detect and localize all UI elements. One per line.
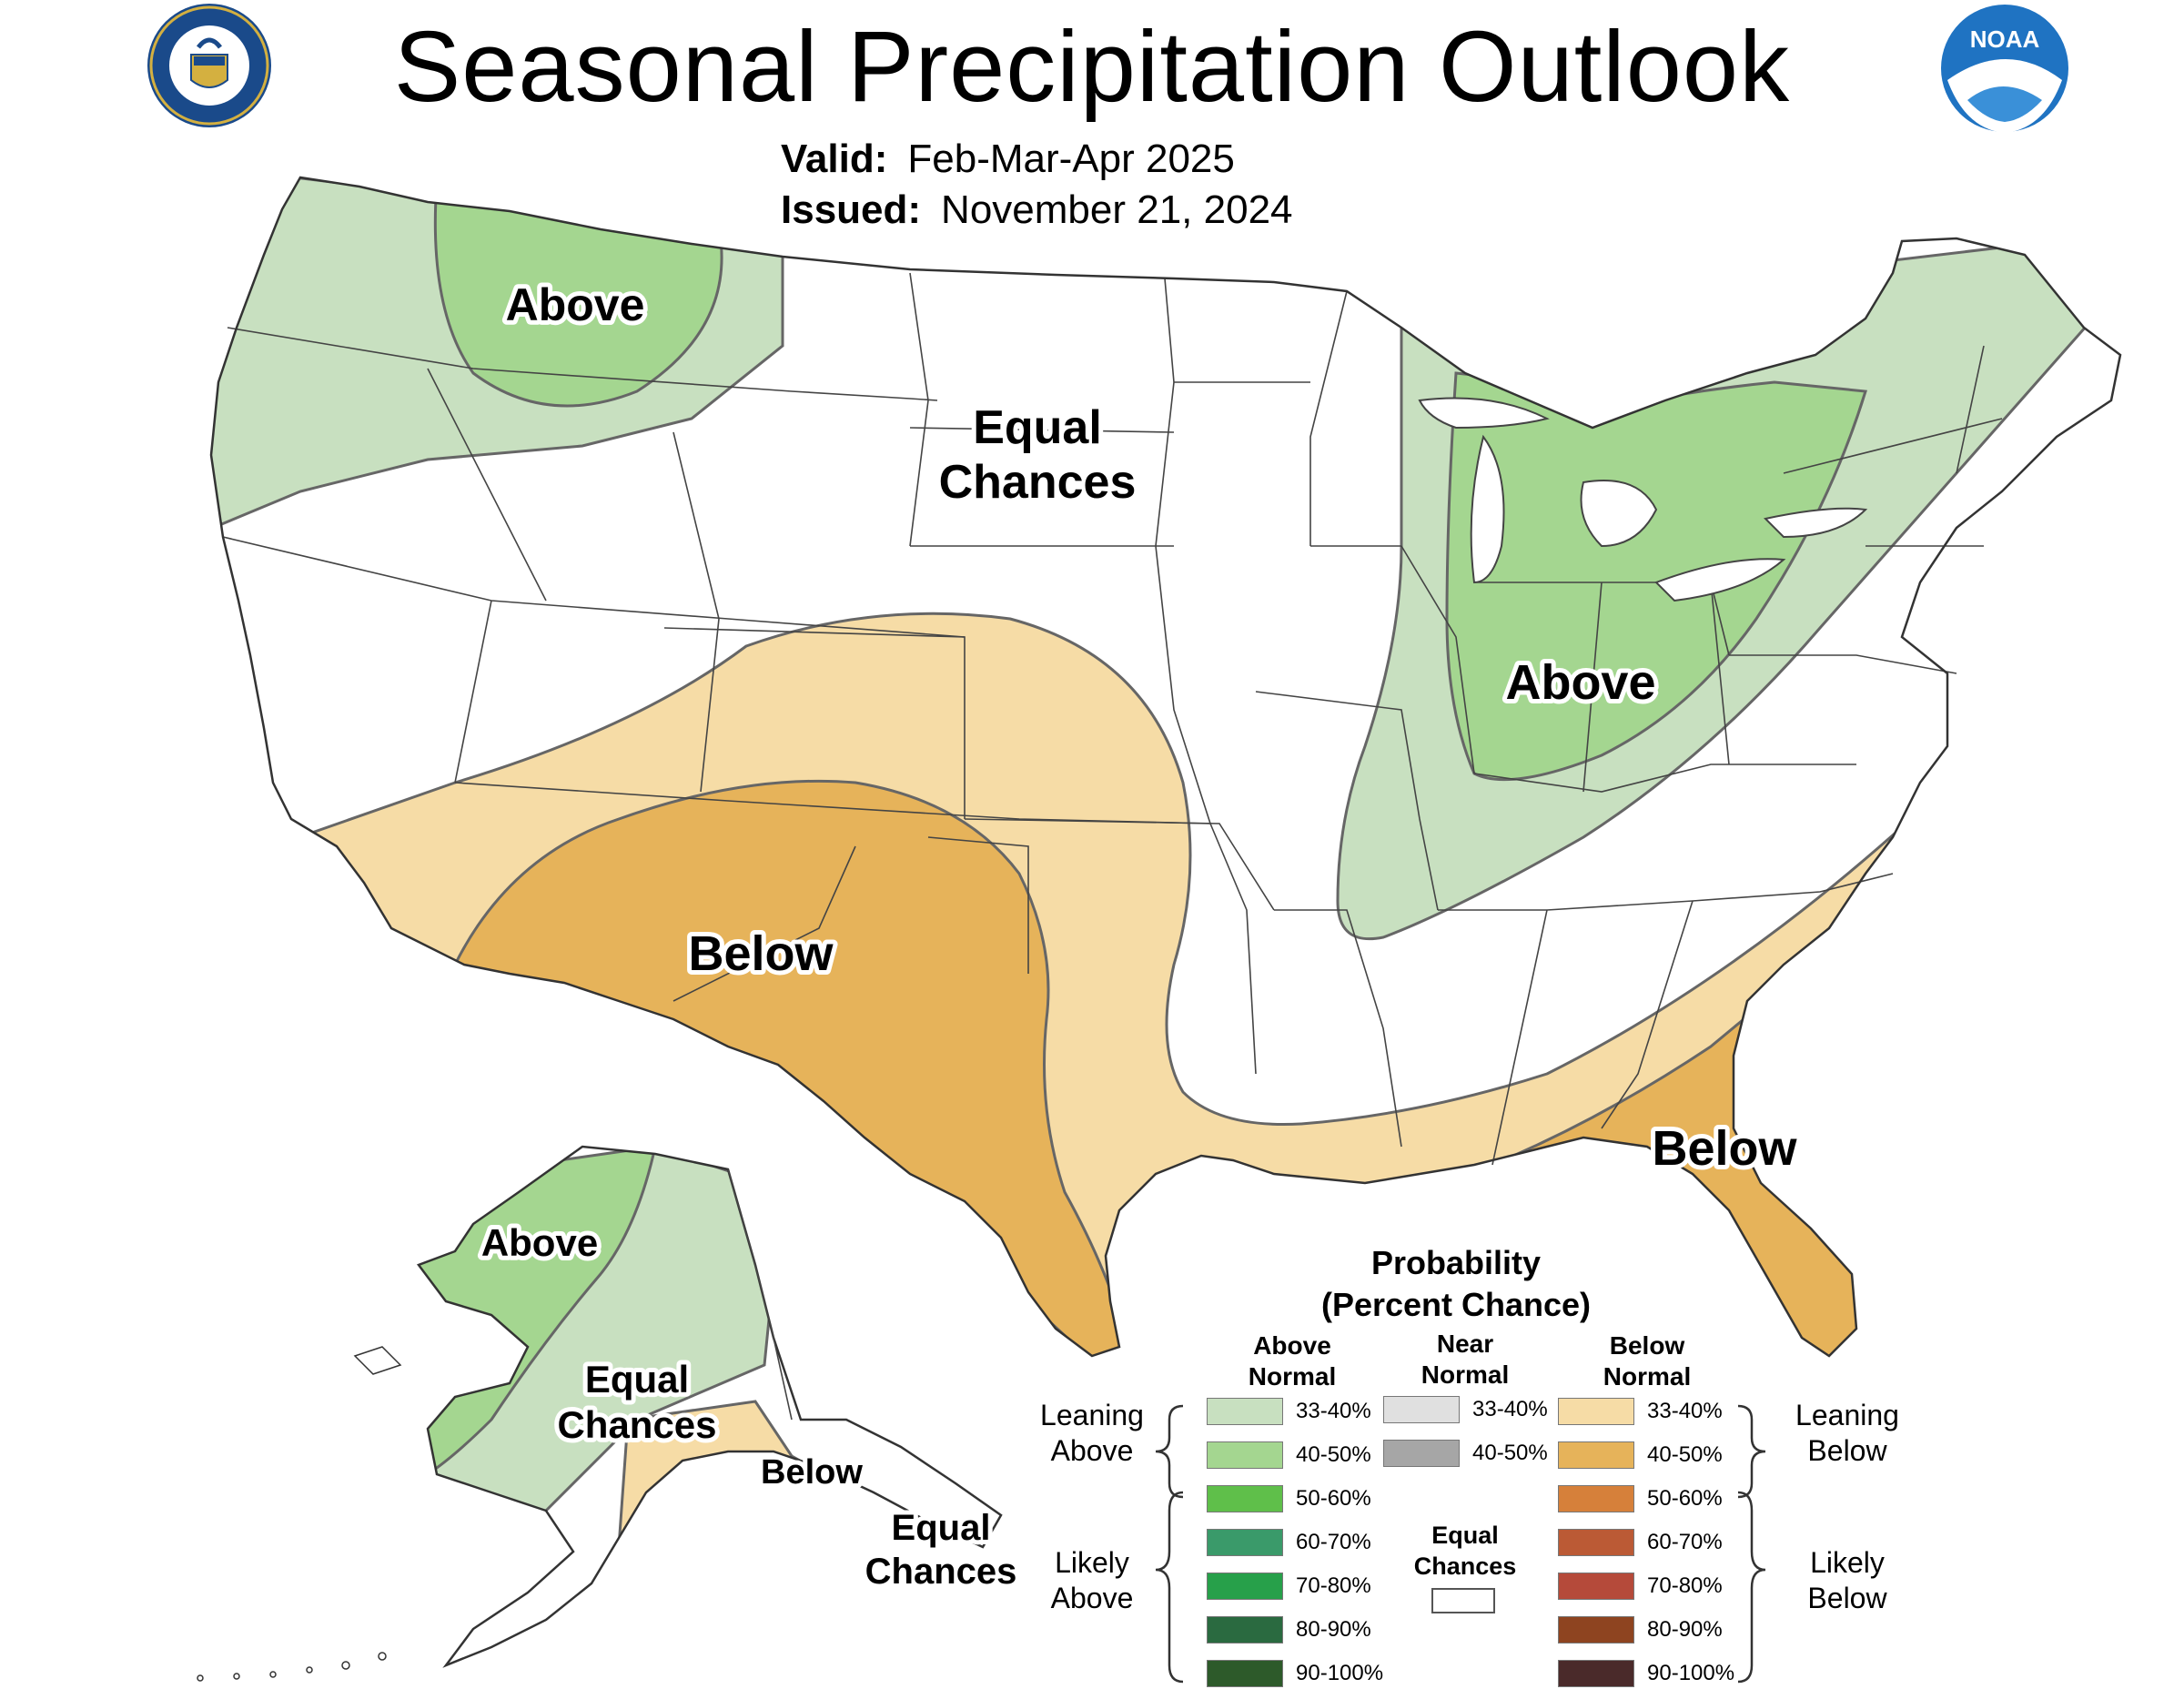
noaa-logo-text: NOAA [1970, 25, 2040, 53]
legend-below-row: 33-40% [1558, 1396, 1723, 1427]
legend-above-row: 70-80% [1207, 1571, 1371, 1602]
issued-label: Issued: [781, 187, 922, 232]
legend-above-range: 90-100% [1296, 1661, 1384, 1685]
valid-value: Feb-Mar-Apr 2025 [907, 137, 1235, 181]
equal-chances-label-1: Equal [1431, 1522, 1499, 1549]
legend-above-row: 50-60% [1207, 1483, 1371, 1514]
legend-near-swatch [1383, 1440, 1460, 1467]
label-se-below: Below [1652, 1121, 1797, 1176]
legend-below-swatch [1558, 1573, 1634, 1600]
legend-near-row: 40-50% [1383, 1438, 1548, 1469]
legend-near-swatch [1383, 1396, 1460, 1423]
commerce-seal-icon [147, 4, 271, 127]
legend-above-row: 80-90% [1207, 1614, 1371, 1645]
legend-above-swatch [1207, 1485, 1283, 1512]
legend-below-row: 90-100% [1558, 1658, 1734, 1689]
leaning-below-label-1: Leaning [1795, 1399, 1899, 1431]
label-east-above: Above [1505, 655, 1655, 710]
legend-below-row: 60-70% [1558, 1527, 1723, 1558]
label-ak-ec-1: Equal [585, 1358, 689, 1401]
legend-above-swatch [1207, 1529, 1283, 1556]
legend-head-near-1: Near [1436, 1330, 1494, 1358]
issued-value: November 21, 2024 [941, 187, 1293, 232]
legend-below-swatch [1558, 1660, 1634, 1687]
legend-title-2: (Percent Chance) [1320, 1286, 1592, 1323]
legend-head-near-2: Normal [1421, 1360, 1510, 1389]
legend-below-row: 70-80% [1558, 1571, 1723, 1602]
issued-line: Issued: November 21, 2024 [781, 187, 1293, 233]
legend-head-below-2: Normal [1603, 1362, 1692, 1391]
legend-near-row: 33-40% [1383, 1394, 1548, 1425]
legend-below-range: 40-50% [1647, 1442, 1723, 1467]
legend-above-range: 33-40% [1296, 1399, 1371, 1423]
legend-above-swatch [1207, 1573, 1283, 1600]
label-ak-below: Below [761, 1453, 863, 1492]
legend-title-1: Probability [1370, 1244, 1542, 1281]
label-ak-above: Above [481, 1221, 598, 1264]
label-ak-ec2-2: Chances [865, 1552, 1017, 1592]
equal-chances-label-2: Chances [1413, 1552, 1517, 1580]
legend-above-row: 90-100% [1207, 1658, 1383, 1689]
leaning-below-label-2: Below [1807, 1434, 1887, 1467]
page-title: Seasonal Precipitation Outlook [393, 11, 1791, 123]
likely-above-label-2: Above [1050, 1582, 1134, 1614]
legend-below-swatch [1558, 1398, 1634, 1425]
equal-chances-swatch [1431, 1588, 1495, 1613]
legend-above-row: 60-70% [1207, 1527, 1371, 1558]
likely-below-label-2: Below [1807, 1582, 1887, 1614]
legend-above-swatch [1207, 1398, 1283, 1425]
legend-braces [1155, 1404, 1766, 1684]
legend-below-swatch [1558, 1485, 1634, 1512]
state-boundaries [222, 272, 2003, 1166]
legend-below-range: 70-80% [1647, 1573, 1723, 1598]
label-ak-ec-2: Chances [557, 1403, 716, 1446]
leaning-above-label-1: Leaning [1040, 1399, 1144, 1431]
legend-above-swatch [1207, 1616, 1283, 1643]
legend-below-swatch [1558, 1529, 1634, 1556]
conus-map [209, 176, 2122, 1358]
label-central-ec-2: Chances [939, 456, 1137, 509]
legend-below-swatch [1558, 1616, 1634, 1643]
noaa-logo: NOAA [1941, 5, 2068, 133]
valid-label: Valid: [781, 137, 888, 181]
label-ak-ec2-1: Equal [892, 1508, 991, 1548]
likely-above-label-1: Likely [1055, 1546, 1129, 1579]
legend-above-swatch [1207, 1660, 1283, 1687]
legend-head-above-1: Above [1253, 1331, 1331, 1360]
legend-above-row: 33-40% [1207, 1396, 1371, 1427]
legend-near-range: 40-50% [1472, 1441, 1548, 1465]
legend-below-range: 50-60% [1647, 1486, 1723, 1511]
legend-above-range: 60-70% [1296, 1530, 1371, 1554]
valid-line: Valid: Feb-Mar-Apr 2025 [781, 137, 1235, 182]
leaning-above-label-2: Above [1050, 1434, 1134, 1467]
label-sw-below: Below [688, 926, 834, 981]
label-nw-above: Above [506, 279, 645, 330]
legend-below-row: 80-90% [1558, 1614, 1723, 1645]
legend-below-range: 60-70% [1647, 1530, 1723, 1554]
legend-below-range: 33-40% [1647, 1399, 1723, 1423]
legend-above-range: 50-60% [1296, 1486, 1371, 1511]
legend-above-swatch [1207, 1441, 1283, 1469]
legend-above-range: 40-50% [1296, 1442, 1371, 1467]
legend-above-range: 80-90% [1296, 1617, 1371, 1642]
aleutian-islands [197, 1346, 402, 1682]
legend-above-row: 40-50% [1207, 1440, 1371, 1471]
legend-below-row: 50-60% [1558, 1483, 1723, 1514]
legend-head-below-1: Below [1609, 1331, 1685, 1360]
label-central-ec-1: Equal [973, 401, 1102, 454]
legend-below-range: 80-90% [1647, 1617, 1723, 1642]
legend-head-above-2: Normal [1248, 1362, 1337, 1391]
legend-below-range: 90-100% [1647, 1661, 1735, 1685]
legend-below-row: 40-50% [1558, 1440, 1723, 1471]
legend-near-range: 33-40% [1472, 1397, 1548, 1421]
great-lakes [1418, 397, 1868, 602]
legend-above-range: 70-80% [1296, 1573, 1371, 1598]
legend-below-swatch [1558, 1441, 1634, 1469]
likely-below-label-1: Likely [1810, 1546, 1885, 1579]
